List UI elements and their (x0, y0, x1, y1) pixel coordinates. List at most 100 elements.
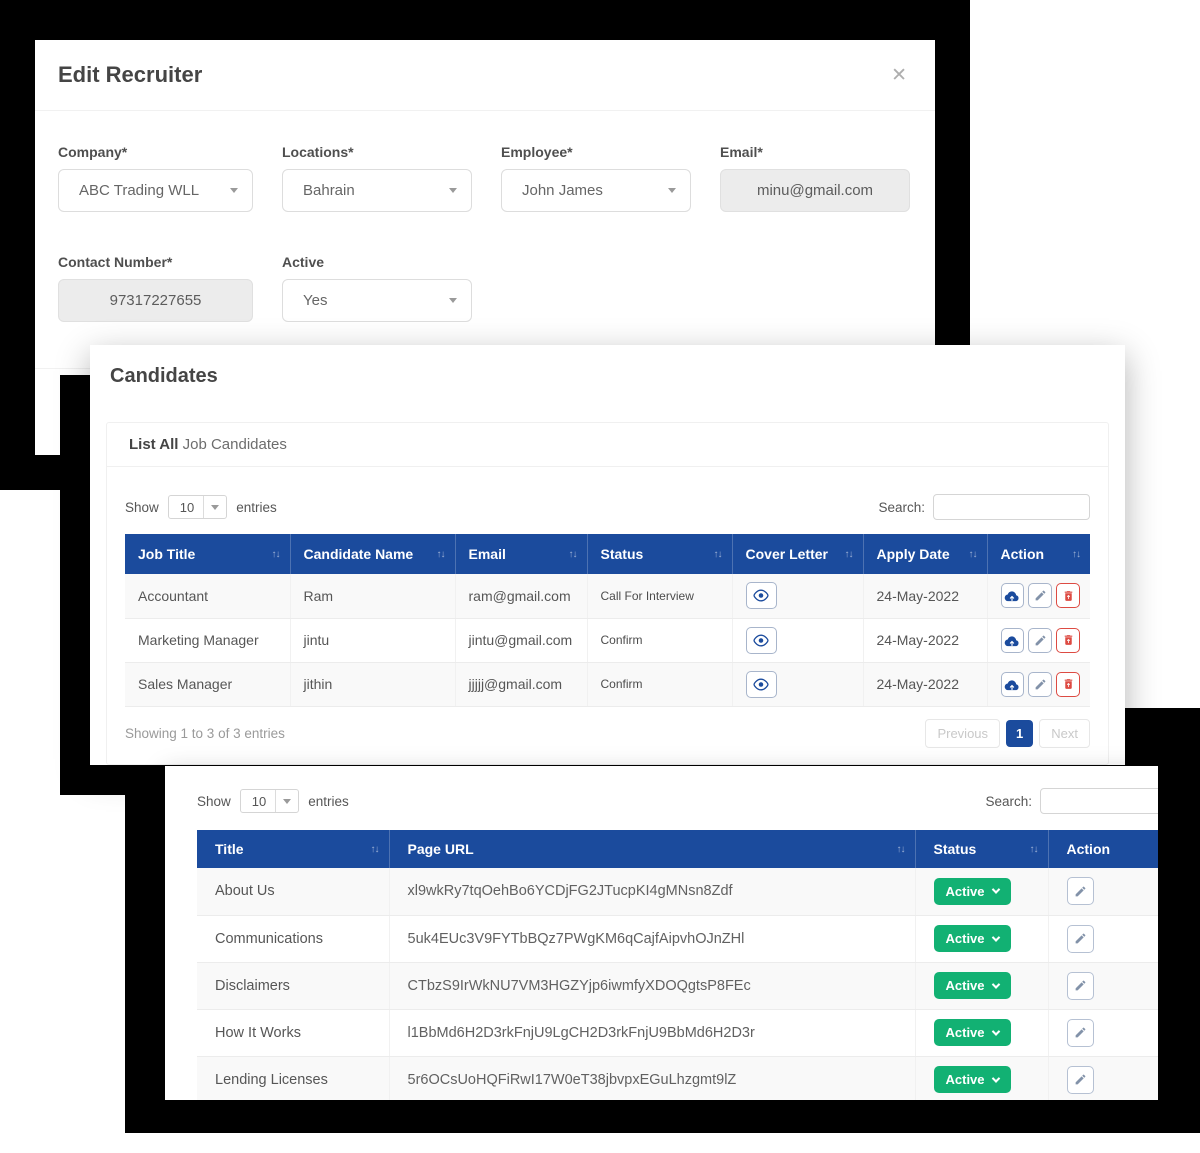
job-title-cell: Sales Manager (125, 662, 291, 707)
company-select[interactable]: ABC Trading WLL (58, 169, 253, 212)
apply-date-cell: 24-May-2022 (863, 662, 988, 707)
caret-down-icon (230, 188, 238, 193)
sort-icon: ↑↓ (1072, 548, 1081, 560)
table-row: Marketing Manager jintu jintu@gmail.com … (125, 618, 1090, 663)
edit-button[interactable] (1066, 924, 1094, 953)
edit-button[interactable] (1028, 583, 1053, 609)
upload-button[interactable] (1000, 671, 1025, 697)
employee-select[interactable]: John James (501, 169, 691, 212)
title-cell: Communications (197, 915, 390, 963)
chevron-down-icon (991, 1026, 1000, 1036)
page-title: Candidates (110, 365, 218, 387)
modal-body: Company* ABC Trading WLL Locations* Bahr… (35, 111, 935, 322)
col-status[interactable]: Status ↑↓ (914, 830, 1048, 868)
edit-button[interactable] (1066, 971, 1094, 1000)
edit-button[interactable] (1066, 1065, 1094, 1094)
action-cell (1048, 1009, 1158, 1057)
page-url-cell: CTbzS9IrWkNU7VM3HGZYjp6iwmfyXDOQgtsP8FEc (389, 962, 916, 1010)
pagination: Previous 1 Next (925, 718, 1090, 748)
col-apply-date[interactable]: Apply Date ↑↓ (862, 534, 987, 574)
cloud-upload-icon (1004, 634, 1020, 647)
candidates-card: List All Job Candidates Show 10 entries … (106, 422, 1109, 765)
col-candidate-name[interactable]: Candidate Name ↑↓ (289, 534, 455, 574)
email-field: minu@gmail.com (720, 169, 910, 212)
cloud-upload-icon (1004, 678, 1020, 691)
delete-button[interactable] (1056, 583, 1080, 609)
status-cell: Confirm (587, 662, 733, 707)
candidates-panel: Candidates List All Job Candidates Show … (90, 345, 1125, 765)
email-label: Email* (720, 144, 763, 160)
upload-button[interactable] (1000, 583, 1025, 609)
close-icon[interactable]: ✕ (891, 64, 907, 86)
col-action[interactable]: Action↑↓ (1047, 830, 1158, 868)
edit-button[interactable] (1066, 1018, 1094, 1047)
view-cover-letter-button[interactable] (745, 626, 777, 654)
current-page-button[interactable]: 1 (1006, 719, 1034, 747)
caret-down-icon (449, 188, 457, 193)
pencil-icon (1034, 589, 1047, 602)
active-value: Yes (303, 292, 328, 309)
sort-icon: ↑↓ (568, 548, 578, 560)
next-page-button[interactable]: Next (1039, 718, 1090, 748)
card-header: List All Job Candidates (107, 423, 1108, 467)
pencil-icon (1034, 678, 1047, 691)
action-cell (1048, 868, 1158, 916)
sort-icon: ↑↓ (968, 548, 978, 560)
status-dropdown-button[interactable]: Active (933, 1019, 1011, 1046)
edit-button[interactable] (1028, 671, 1053, 697)
status-dropdown-button[interactable]: Active (933, 877, 1011, 905)
sort-icon: ↑↓ (271, 548, 281, 560)
col-cover-letter[interactable]: Cover Letter ↑↓ (731, 534, 863, 574)
chevron-down-icon (991, 885, 1000, 895)
view-cover-letter-button[interactable] (745, 670, 777, 698)
trash-icon (1062, 677, 1075, 691)
search-input[interactable] (1040, 788, 1158, 814)
sort-icon: ↑↓ (713, 548, 723, 560)
col-email[interactable]: Email ↑↓ (454, 534, 587, 574)
pencil-icon (1074, 1026, 1087, 1039)
col-page-url[interactable]: Page URL ↑↓ (388, 830, 915, 868)
search-label: Search: (985, 793, 1032, 809)
upload-button[interactable] (1000, 627, 1025, 653)
status-dropdown-button[interactable]: Active (933, 925, 1011, 952)
pencil-icon (1074, 1073, 1087, 1086)
page-size-select[interactable]: 10 (167, 495, 228, 519)
edit-button[interactable] (1066, 877, 1094, 906)
col-job-title[interactable]: Job Title ↑↓ (138, 546, 281, 562)
action-cell (987, 618, 1090, 663)
status-cell: Active (915, 1009, 1049, 1057)
active-select[interactable]: Yes (282, 279, 472, 322)
view-cover-letter-button[interactable] (745, 582, 777, 610)
status-cell: Confirm (587, 618, 733, 663)
edit-button[interactable] (1028, 627, 1053, 653)
col-action[interactable]: Action↑↓ (986, 534, 1090, 574)
table-row: Sales Manager jithin jjjjj@gmail.com Con… (125, 662, 1090, 707)
delete-button[interactable] (1056, 671, 1080, 697)
previous-page-button[interactable]: Previous (925, 718, 1001, 748)
page-size-select[interactable]: 10 (239, 789, 300, 813)
page-size-value: 10 (179, 499, 195, 515)
locations-select[interactable]: Bahrain (282, 169, 472, 212)
page-url-cell: 5r6OCsUoHQFiRwI17W0eT38jbvpxEGuLhzgmt9lZ (389, 1056, 916, 1100)
status-dropdown-button[interactable]: Active (933, 972, 1011, 999)
status-dropdown-button[interactable]: Active (933, 1066, 1011, 1093)
chevron-down-icon (991, 932, 1000, 942)
sort-icon: ↑↓ (436, 548, 446, 560)
search-label: Search: (878, 499, 925, 515)
pencil-icon (1074, 885, 1087, 898)
action-cell (1048, 915, 1158, 963)
table-row: Accountant Ram ram@gmail.com Call For In… (125, 574, 1090, 619)
showing-entries-text: Showing 1 to 3 of 3 entries (125, 725, 285, 741)
trash-icon (1062, 633, 1075, 647)
title-cell: About Us (197, 868, 390, 916)
col-title[interactable]: Title ↑↓ (215, 841, 380, 857)
cover-letter-cell (732, 662, 864, 707)
status-cell: Active (915, 962, 1049, 1010)
delete-button[interactable] (1056, 627, 1080, 653)
col-status[interactable]: Status ↑↓ (586, 534, 732, 574)
search-input[interactable] (933, 494, 1090, 520)
table-row: Communications 5uk4EUc3V9FYTbBQz7PWgKM6q… (197, 915, 1158, 963)
title-cell: Disclaimers (197, 962, 390, 1010)
action-cell (1048, 962, 1158, 1010)
